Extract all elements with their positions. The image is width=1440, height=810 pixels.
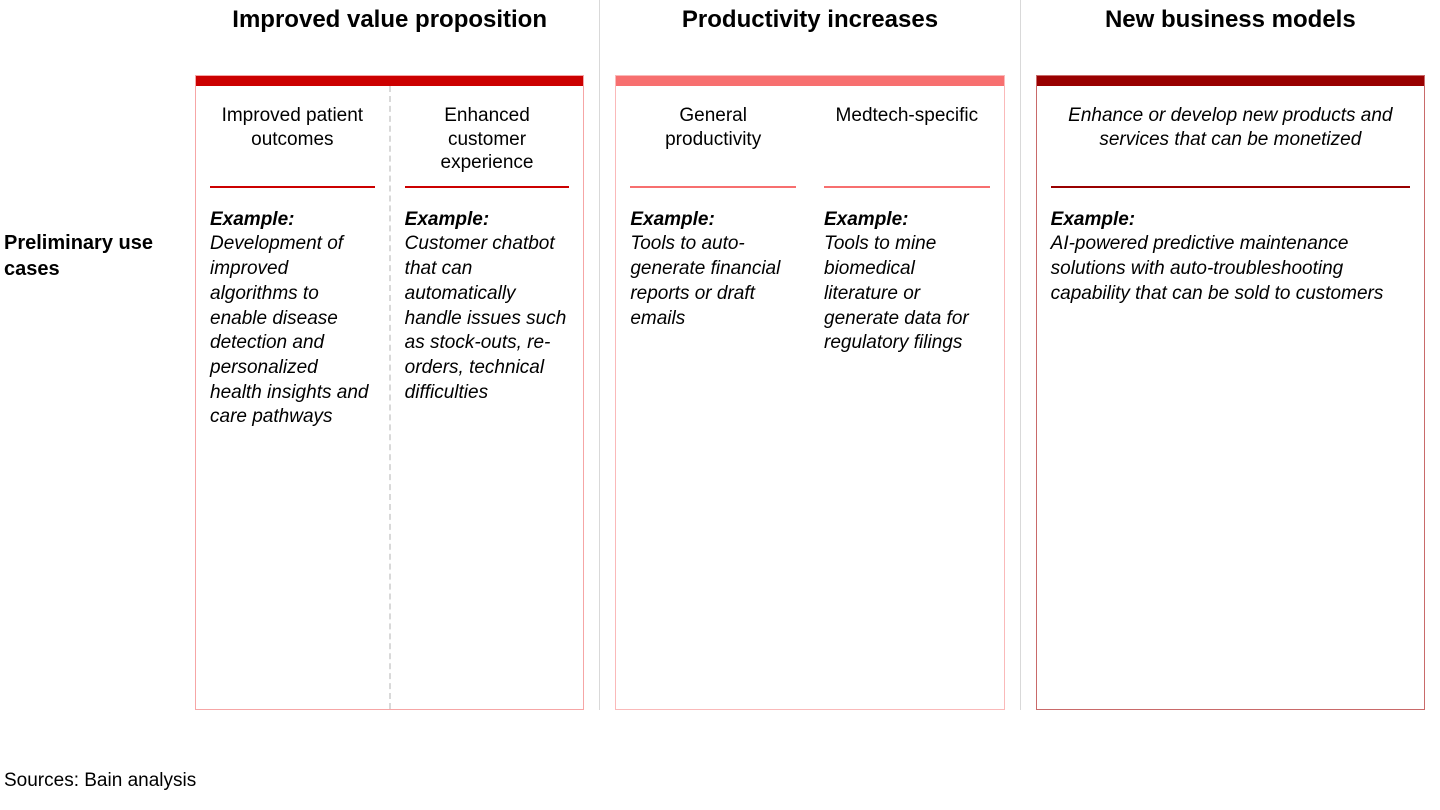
subcolumn-header: Improved patient outcomes	[210, 104, 375, 180]
row-label-column: Preliminary use cases	[0, 0, 180, 710]
example-text: Development of improved algorithms to en…	[210, 232, 375, 430]
example-label: Example:	[405, 208, 570, 233]
example-label: Example:	[1051, 208, 1410, 233]
subcolumn-general-productivity: General productivity Example:Tools to aut…	[616, 86, 810, 709]
column-productivity: Productivity increases General productivi…	[599, 0, 1019, 710]
card-topbar	[1037, 76, 1424, 86]
example-label: Example:	[630, 208, 796, 233]
example-text: AI-powered predictive maintenance soluti…	[1051, 232, 1410, 306]
card: General productivityExample:Tools to aut…	[615, 75, 1004, 710]
example-text: Customer chatbot that can automatically …	[405, 232, 570, 405]
example-label: Example:	[210, 208, 375, 233]
row-label: Preliminary use cases	[4, 230, 180, 282]
main-wrap: Preliminary use cases Improved value pro…	[0, 0, 1440, 710]
subcolumn-rule	[210, 186, 375, 188]
column-value-prop: Improved value proposition Improved patie…	[180, 0, 599, 710]
example-text: Tools to mine biomedical literature or g…	[824, 232, 990, 355]
subcolumn-medtech-specific: Medtech-specific Example:Tools to mine bi…	[810, 86, 1004, 709]
card: Improved patient outcomesExample:Develop…	[195, 75, 584, 710]
subcolumn-header: Enhanced customer experience	[405, 104, 570, 180]
subcolumn-header: Medtech-specific	[824, 104, 990, 180]
subcolumn-new-products: Enhance or develop new products and serv…	[1037, 86, 1424, 709]
subcolumn-patient-outcomes: Improved patient outcomes Example:Develop…	[196, 86, 389, 709]
card-topbar	[616, 76, 1003, 86]
subcolumn-header: Enhance or develop new products and serv…	[1051, 104, 1410, 180]
column-header: Productivity increases	[615, 0, 1004, 75]
card-body: Enhance or develop new products and serv…	[1037, 86, 1424, 709]
column-new-business: New business models Enhance or develop ne…	[1020, 0, 1440, 710]
example-text: Tools to auto-generate financial reports…	[630, 232, 796, 331]
card-body: General productivityExample:Tools to aut…	[616, 86, 1003, 709]
subcolumn-rule	[630, 186, 796, 188]
subcolumn-rule	[824, 186, 990, 188]
subcolumn-rule	[1051, 186, 1410, 188]
sources-text: Sources: Bain analysis	[4, 770, 196, 792]
card-topbar	[196, 76, 583, 86]
columns-wrap: Improved value proposition Improved patie…	[180, 0, 1440, 710]
subcolumn-rule	[405, 186, 570, 188]
subcolumn-header: General productivity	[630, 104, 796, 180]
example-label: Example:	[824, 208, 990, 233]
card: Enhance or develop new products and serv…	[1036, 75, 1425, 710]
subcolumn-customer-experience: Enhanced customer experience Example:Cust…	[389, 86, 584, 709]
card-body: Improved patient outcomesExample:Develop…	[196, 86, 583, 709]
column-header: New business models	[1036, 0, 1425, 75]
column-header: Improved value proposition	[195, 0, 584, 75]
